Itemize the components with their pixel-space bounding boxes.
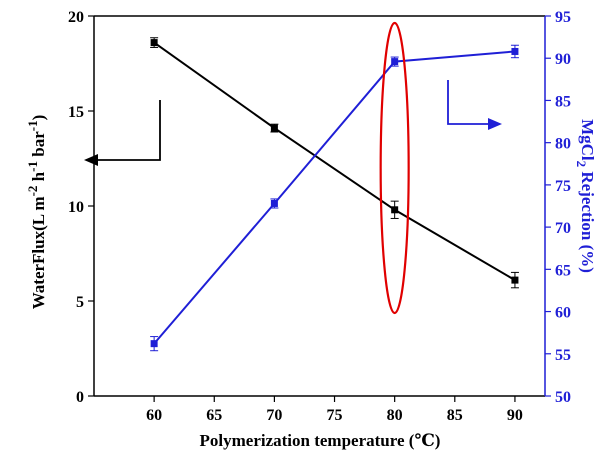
left-axis-arrow (90, 100, 161, 161)
x-tick-label: 90 (507, 407, 523, 424)
right-y-tick-label: 75 (555, 178, 571, 195)
series-layer (150, 37, 519, 352)
highlight-ellipse (379, 21, 410, 315)
left-y-tick-label: 0 (76, 389, 84, 406)
left-y-tick-label: 20 (68, 9, 84, 26)
left-axis-arrowhead (84, 154, 98, 166)
x-tick-label: 65 (206, 407, 222, 424)
right-axis-arrowhead (488, 118, 502, 130)
x-tick-label: 80 (387, 407, 403, 424)
right-y-tick-label: 65 (555, 262, 571, 279)
x-tick-label: 60 (146, 407, 162, 424)
left-y-tick-label: 10 (68, 199, 84, 216)
right-y-tick-label: 70 (555, 220, 571, 237)
data-point (511, 276, 519, 284)
right-y-tick-label: 50 (555, 389, 571, 406)
data-point (511, 47, 519, 55)
x-tick-label: 75 (327, 407, 343, 424)
data-point (391, 58, 399, 66)
axes-layer (88, 15, 551, 402)
right-y-tick-label: 95 (555, 9, 571, 26)
data-point (270, 199, 278, 207)
data-point (391, 206, 399, 214)
series-line (153, 41, 516, 281)
right-y-tick-label: 60 (555, 305, 571, 322)
data-point (150, 340, 158, 348)
x-axis-title: Polymerization temperature (℃) (200, 431, 441, 450)
data-point (270, 124, 278, 132)
left-y-tick-label: 15 (68, 104, 84, 121)
x-tick-label: 70 (266, 407, 282, 424)
label-layer: Polymerization temperature (℃) 60 65 70 75 8… (25, 9, 597, 450)
right-y-tick-label: 85 (555, 93, 571, 110)
left-y-axis-title: WaterFlux(L m-2 h-1 bar-1) (25, 115, 48, 310)
annotation-layer (84, 21, 502, 315)
data-point (150, 39, 158, 47)
right-y-tick-label: 80 (555, 136, 571, 153)
series-line (153, 50, 516, 345)
right-y-axis-title: MgCl2 Rejection (%) (574, 119, 597, 273)
right-y-tick-label: 55 (555, 347, 571, 364)
x-tick-label: 85 (447, 407, 463, 424)
left-y-tick-label: 5 (76, 294, 84, 311)
right-y-tick-label: 90 (555, 51, 571, 68)
right-axis-arrow (447, 80, 494, 125)
